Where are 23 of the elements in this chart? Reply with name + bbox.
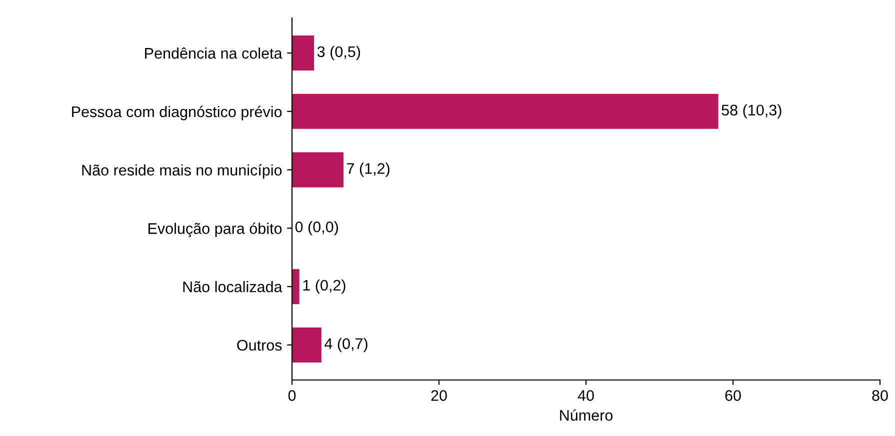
x-axis-title: Número (560, 409, 613, 421)
data-label: 58 (10,3) (722, 104, 782, 119)
data-label: 3 (0,5) (317, 46, 360, 60)
bar (292, 94, 718, 129)
y-tick-label: Não localizada (183, 281, 282, 292)
bar (292, 152, 344, 188)
data-label: 4 (0,7) (324, 338, 368, 352)
y-tick-label: Evolução para óbito (148, 222, 282, 238)
y-tick-label: Outros (237, 340, 282, 351)
x-tick-label: 20 (431, 390, 447, 401)
x-tick-label: 60 (725, 390, 741, 401)
x-tick-label: 40 (578, 390, 594, 401)
bar (292, 269, 300, 304)
x-tick-label: 0 (288, 390, 296, 401)
data-label: 1 (0,2) (303, 279, 346, 294)
data-label: 7 (1,2) (347, 162, 390, 177)
y-tick-label: Pendência na coleta (145, 47, 282, 59)
x-tick-label: 80 (872, 390, 888, 401)
bar (292, 36, 314, 71)
bar (292, 327, 322, 362)
y-tick-label: Não reside mais no município (82, 164, 282, 179)
y-tick-label: Pessoa com diagnóstico prévio (72, 106, 282, 120)
data-label: 0 (0,0) (295, 221, 338, 236)
